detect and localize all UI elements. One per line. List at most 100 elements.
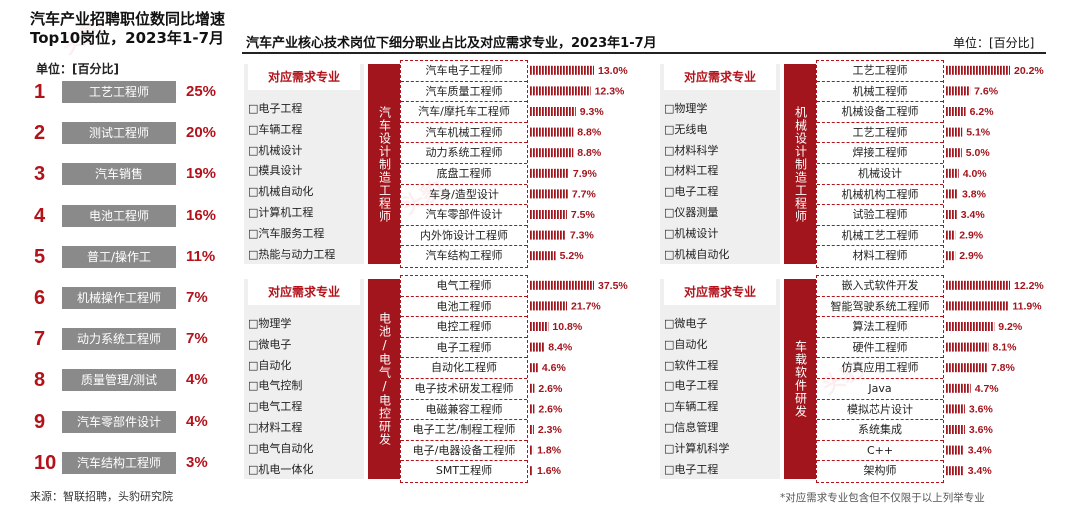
bar-value-label: 7.9% <box>573 168 598 180</box>
job-label: 机械机构工程师 <box>817 185 943 206</box>
bar <box>946 148 962 158</box>
job-label: 电磁兼容工程师 <box>401 400 527 421</box>
job-label: 算法工程师 <box>817 317 943 338</box>
rank-job-label: 质量管理/测试 <box>62 369 176 392</box>
bar <box>946 404 965 414</box>
bar <box>530 342 545 352</box>
job-label: 机械设计 <box>817 164 943 185</box>
bar <box>530 445 534 455</box>
rank-row: 2 测试工程师 20% <box>30 120 230 146</box>
bar-value-label: 7.5% <box>571 209 596 221</box>
job-label: 智能驾驶系统工程师 <box>817 297 943 318</box>
job-label: 硬件工程师 <box>817 338 943 359</box>
major-item: □物理学 <box>248 317 292 330</box>
bar-value-label: 20.2% <box>1014 65 1044 77</box>
major-item: □机械设计 <box>248 143 303 157</box>
major-item: □无线电 <box>664 122 708 136</box>
major-item: □材料科学 <box>664 143 719 157</box>
bar-value-label: 8.8% <box>577 127 602 139</box>
rank-percent: 19% <box>186 165 217 183</box>
bar-value-label: 37.5% <box>598 280 628 292</box>
job-list: 电气工程师 电池工程师 电控工程师 电子工程师 自动化工程师 电子技术研发工程师 电磁兼容工… <box>400 275 528 483</box>
job-label: 嵌入式软件开发 <box>817 276 943 297</box>
bar-value-label: 3.6% <box>969 424 994 436</box>
chart-panel: 对应需求专业 □微电子 □自动化 □软件工程 □电子工程 □车辆工程 □信息管理 □计算机科学… <box>660 275 1060 483</box>
rank-row: 7 动力系统工程师 7% <box>30 326 230 352</box>
bar <box>946 363 987 373</box>
category-label: 汽车设计制造工程师 <box>368 64 400 264</box>
major-item: □电子工程 <box>664 185 719 199</box>
job-label: 焊接工程师 <box>817 143 943 164</box>
major-item: □信息管理 <box>664 421 719 434</box>
bar-value-label: 7.3% <box>570 230 595 242</box>
majors-box: 对应需求专业 □微电子 □自动化 □软件工程 □电子工程 □车辆工程 □信息管理 □计算机科学… <box>660 279 780 479</box>
rank-number: 5 <box>34 245 46 268</box>
bar <box>946 322 995 331</box>
category-label: 电池/电气/电控研发 <box>368 279 400 479</box>
rank-row: 4 电池工程师 16% <box>30 203 230 229</box>
bar <box>530 107 576 116</box>
bar <box>946 425 965 434</box>
bar-value-label: 2.6% <box>538 403 563 415</box>
majors-header: 对应需求专业 <box>664 279 776 305</box>
majors-box: 对应需求专业 □物理学 □微电子 □自动化 □电气控制 □电气工程 □材料工程 □电气自动化 □… <box>244 279 364 479</box>
job-label: 机械设备工程师 <box>817 102 943 123</box>
bar <box>946 445 964 455</box>
bar-value-label: 4.6% <box>542 362 567 374</box>
major-item: □机械自动化 <box>664 247 730 261</box>
bar <box>946 342 989 352</box>
job-label: 电子技术研发工程师 <box>401 379 527 400</box>
major-item: □机械自动化 <box>248 185 314 199</box>
bar <box>530 86 591 96</box>
rank-row: 9 汽车零部件设计 4% <box>30 409 230 435</box>
bar-value-label: 7.7% <box>572 188 597 200</box>
rank-job-label: 动力系统工程师 <box>62 328 176 351</box>
major-item: □自动化 <box>664 337 708 351</box>
bar-value-label: 3.6% <box>969 403 994 415</box>
bar-value-label: 12.2% <box>1014 280 1044 292</box>
major-item: □电气工程 <box>248 400 303 414</box>
job-label: 电子/电器设备工程师 <box>401 441 527 462</box>
bar-value-label: 9.3% <box>580 106 605 118</box>
bar <box>946 107 966 116</box>
job-list: 汽车电子工程师 汽车质量工程师 汽车/摩托车工程师 汽车机械工程师 动力系统工程师 底盘工… <box>400 60 528 268</box>
job-label: 自动化工程师 <box>401 358 527 379</box>
bar-value-label: 3.4% <box>961 209 986 221</box>
major-item: □模具设计 <box>248 164 303 178</box>
bar <box>530 466 533 476</box>
major-item: □物理学 <box>664 102 708 115</box>
job-label: 机械工程师 <box>817 82 943 103</box>
rank-number: 2 <box>34 122 46 145</box>
majors-header: 对应需求专业 <box>664 64 776 90</box>
bar-value-label: 9.2% <box>998 321 1023 333</box>
rank-row: 3 汽车销售 19% <box>30 161 230 187</box>
rank-percent: 16% <box>186 206 217 224</box>
bar-value-label: 5.2% <box>560 250 585 262</box>
right-chart-title: 汽车产业核心技术岗位下细分职业占比及对应需求专业，2023年1-7月 <box>246 36 657 51</box>
bar-value-label: 21.7% <box>571 300 601 312</box>
major-item: □材料工程 <box>664 164 719 178</box>
bar-value-label: 1.6% <box>537 465 562 477</box>
bar-value-label: 11.9% <box>1012 300 1042 312</box>
job-label: 仿真应用工程师 <box>817 358 943 379</box>
bar-value-label: 8.1% <box>993 342 1018 354</box>
rank-row: 10 汽车结构工程师 3% <box>30 450 230 476</box>
job-list: 嵌入式软件开发 智能驾驶系统工程师 算法工程师 硬件工程师 仿真应用工程师 Java 模拟芯… <box>816 275 944 483</box>
major-item: □仪器测量 <box>664 206 719 219</box>
chart-panel: 对应需求专业 □物理学 □无线电 □材料科学 □材料工程 □电子工程 □仪器测量 □机械设计 □… <box>660 60 1060 268</box>
rank-number: 3 <box>34 163 46 186</box>
major-item: □计算机工程 <box>248 206 314 219</box>
bar-value-label: 4.0% <box>963 168 988 180</box>
bar-value-label: 13.0% <box>598 65 628 77</box>
bar-value-label: 2.6% <box>538 383 563 395</box>
bar <box>530 65 594 75</box>
job-label: 工艺工程师 <box>817 61 943 82</box>
rank-number: 8 <box>34 369 46 392</box>
rank-number: 7 <box>34 328 46 351</box>
major-item: □车辆工程 <box>664 400 719 414</box>
bar <box>530 127 574 137</box>
major-item: □微电子 <box>664 317 708 330</box>
bar-value-label: 1.8% <box>537 445 562 457</box>
category-label: 车载软件研发 <box>784 279 816 479</box>
bar <box>946 189 958 199</box>
